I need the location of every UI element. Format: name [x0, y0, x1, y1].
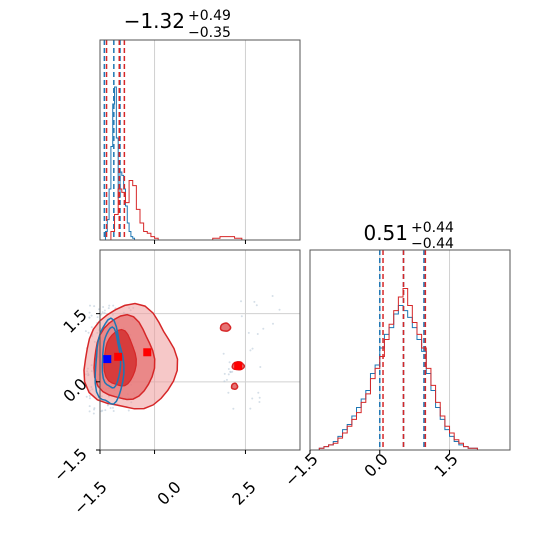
bl-scatter-point: [112, 304, 115, 307]
bl-scatter-point: [88, 316, 91, 319]
bl-xtick-label-2: 0.0: [153, 477, 184, 508]
bl-ytick-label-1: −1.5: [50, 444, 91, 485]
bl-scatter-point: [112, 410, 115, 413]
bl-scatter-point: [271, 295, 274, 298]
bl-scatter-point: [101, 311, 104, 314]
bottom-right-title-main: 0.51: [363, 221, 408, 245]
top-left-title-main: −1.32: [124, 9, 185, 33]
bl-scatter-point: [278, 308, 281, 311]
bl-scatter-point: [88, 410, 91, 413]
bl-marker-red-1: [114, 352, 123, 361]
bl-scatter-point: [223, 372, 226, 375]
bl-scatter-point: [100, 313, 103, 316]
bottom-right-xtick-labels: −1.5 0.0 1.5: [281, 449, 462, 490]
bottom-right-histogram-panel: [309, 249, 511, 454]
bl-scatter-point: [225, 378, 228, 381]
bl-scatter-point: [87, 331, 90, 334]
bl-scatter-point: [240, 315, 243, 318]
bottom-right-title-sub: −0.44: [411, 236, 454, 252]
bl-scatter-point: [90, 314, 93, 317]
bl-scatter-point: [102, 306, 105, 309]
bl-scatter-point: [249, 349, 252, 352]
bl-scatter-point: [88, 394, 91, 397]
bl-scatter-point: [223, 380, 226, 383]
tl-histogram-red: [110, 180, 243, 241]
top-left-title: −1.32: [124, 9, 185, 33]
bl-scatter-point: [227, 373, 230, 376]
bottom-left-ytick-labels: −1.5 0.0 1.5: [50, 305, 91, 485]
bottom-right-title-sup: +0.44: [411, 220, 454, 236]
bl-scatter-point: [251, 347, 254, 350]
bl-scatter-point: [93, 305, 96, 308]
bl-scatter-point: [127, 409, 130, 412]
bl-scatter-point: [228, 361, 231, 364]
bl-scatter-point: [108, 304, 111, 307]
bl-scatter-point: [104, 409, 107, 412]
bl-scatter-point: [88, 397, 91, 400]
bl-marker-blue-0: [103, 355, 112, 364]
bl-scatter-point: [227, 368, 230, 371]
bl-scatter-point: [90, 326, 93, 329]
bl-blue-contour-inner: [101, 326, 122, 389]
bl-scatter-point: [85, 395, 88, 398]
bl-scatter-point: [84, 330, 87, 333]
bl-xtick-label-1: −1.5: [70, 477, 111, 518]
bl-scatter-point: [101, 409, 104, 412]
bl-scatter-point: [240, 300, 243, 303]
bl-scatter-point: [231, 370, 234, 373]
bl-scatter-point: [271, 322, 274, 325]
bl-marker-red-3: [234, 361, 243, 370]
bl-scatter-point: [232, 407, 235, 410]
bl-xtick-label-3: 2.5: [228, 477, 259, 508]
br-histogram-red: [318, 288, 478, 450]
top-left-histogram-panel: [99, 39, 301, 244]
top-left-title-sub: −0.35: [188, 25, 231, 41]
bl-scatter-point: [103, 312, 106, 315]
bl-scatter-point: [259, 365, 262, 368]
bl-scatter-point: [89, 304, 92, 307]
tl-frame: [99, 39, 301, 241]
br-histogram-blue: [318, 305, 478, 450]
bl-scatter-point: [247, 331, 250, 334]
bl-scatter-point: [255, 304, 258, 307]
bl-scatter-point: [96, 316, 99, 319]
bl-scatter-point: [258, 396, 261, 399]
bl-scatter-point: [92, 412, 95, 415]
bl-scatter-point: [229, 370, 232, 373]
bl-scatter-point: [93, 408, 96, 411]
bl-scatter-point: [111, 406, 114, 409]
bl-ytick-label-3: 1.5: [59, 305, 90, 336]
bl-frame: [99, 249, 301, 451]
bl-blue-contour-outer: [94, 317, 125, 405]
top-left-title-sup: +0.49: [188, 8, 231, 24]
bl-scatter-point: [256, 332, 259, 335]
bl-scatter-point: [249, 407, 252, 410]
bl-scatter-point: [258, 400, 261, 403]
bl-scatter-point: [251, 397, 254, 400]
bottom-left-contour-panel: [83, 249, 301, 454]
bl-red-blob-1: [219, 322, 232, 332]
bl-scatter-point: [88, 405, 91, 408]
bl-scatter-point: [227, 391, 230, 394]
bl-scatter-point: [257, 391, 260, 394]
bl-scatter-point: [88, 311, 91, 314]
br-frame: [309, 249, 511, 451]
bl-scatter-point: [262, 327, 265, 330]
bl-scatter-point: [103, 309, 106, 312]
bl-scatter-point: [222, 352, 225, 355]
bl-scatter-point: [253, 300, 256, 303]
bl-marker-red-2: [143, 348, 152, 357]
bl-scatter-point: [107, 307, 110, 310]
br-xtick-label-2: 0.0: [360, 449, 391, 480]
br-xtick-label-1: −1.5: [281, 449, 322, 490]
bl-scatter-point: [109, 406, 112, 409]
bl-red-blob-3: [230, 382, 239, 391]
bottom-left-xtick-labels: −1.5 0.0 2.5: [70, 477, 260, 518]
br-xtick-label-3: 1.5: [430, 449, 461, 480]
